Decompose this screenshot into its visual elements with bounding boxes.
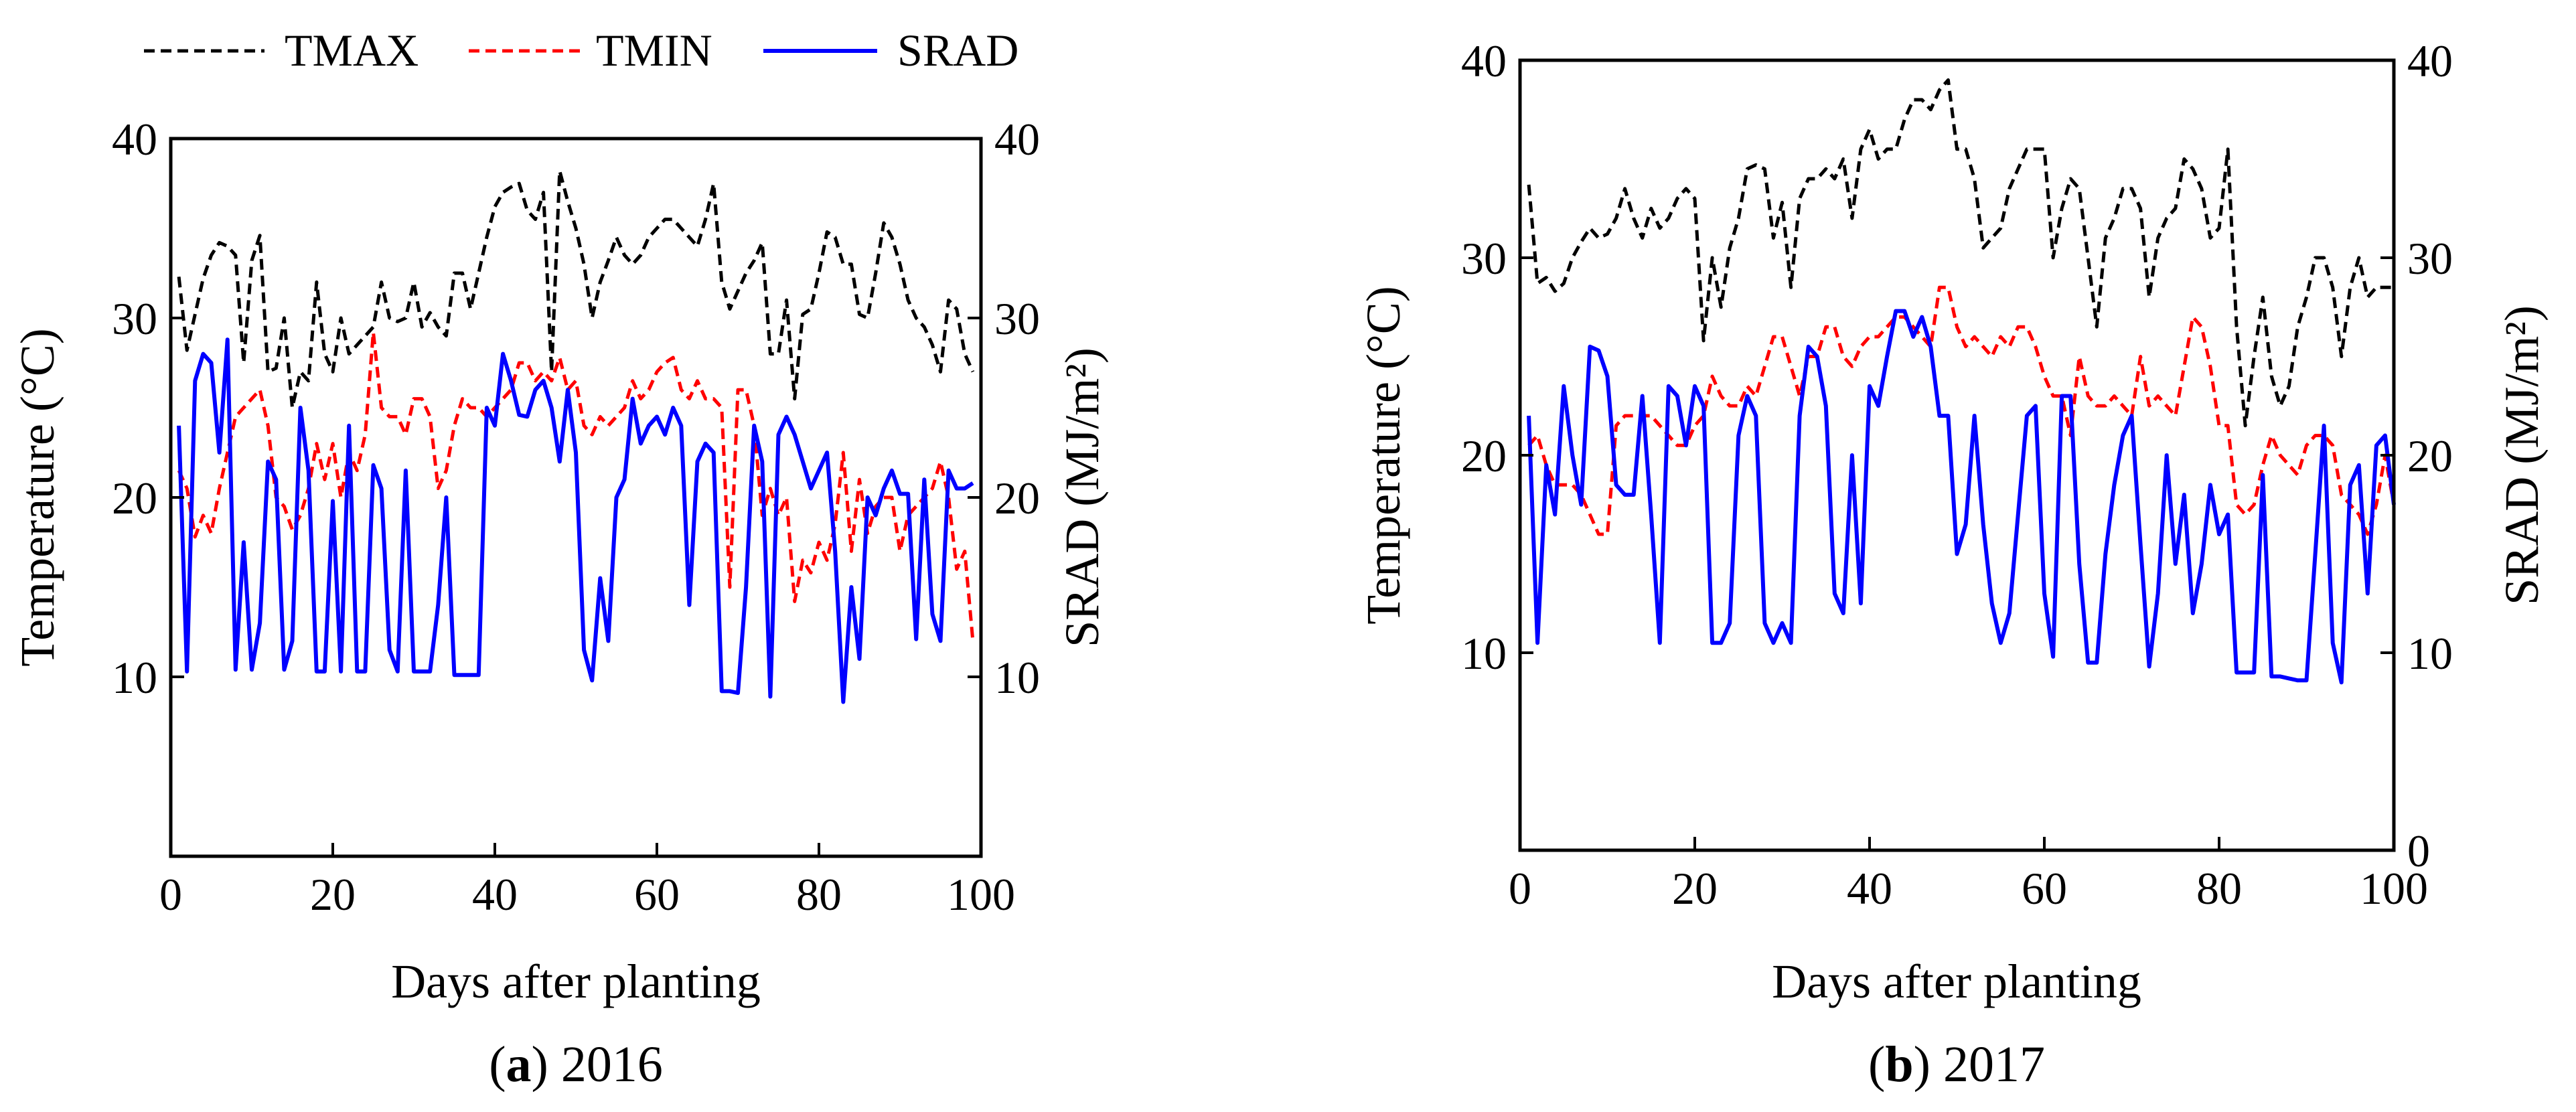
x-tick-label: 100 (947, 869, 1015, 920)
x-tick-label: 60 (634, 869, 680, 920)
series-tmin-line (177, 330, 975, 641)
x-tick-label: 20 (310, 869, 356, 920)
plot-frame (1518, 58, 2396, 852)
series-group (1527, 78, 2396, 685)
x-tick-label: 80 (796, 869, 842, 920)
panel-caption: (a) 2016 (489, 1036, 663, 1093)
y-tick-label: 30 (112, 293, 157, 344)
y-tick-label: 40 (112, 114, 157, 165)
y-right-tick-label: 10 (2407, 628, 2453, 679)
y-axis-label-right: SRAD (MJ/m²) (2495, 305, 2549, 605)
series-group (177, 169, 975, 704)
y-right-tick-label: 40 (994, 114, 1040, 165)
x-axis-label: Days after planting (1772, 955, 2141, 1008)
x-tick-label: 0 (1509, 863, 1531, 914)
y-tick-label: 40 (1461, 35, 1507, 86)
legend: TMAX TMIN SRAD (144, 25, 1018, 76)
legend-srad-label: SRAD (897, 25, 1018, 76)
x-tick-label: 100 (2360, 863, 2428, 914)
y-axis-label: Temperature (°C) (11, 328, 64, 667)
series-srad-line (1527, 309, 2396, 685)
y-right-tick-label: 30 (2407, 233, 2453, 284)
axis-ticks: 0 20 40 60 80 100 10 20 30 40 10 20 30 40 (112, 114, 1040, 920)
x-tick-label: 80 (2196, 863, 2242, 914)
series-tmax-line (1527, 78, 2394, 428)
x-axis-label: Days after planting (391, 955, 761, 1008)
x-tick-label: 40 (472, 869, 518, 920)
y-right-tick-label: 40 (2407, 35, 2453, 86)
y-tick-label: 10 (1461, 628, 1507, 679)
y-right-tick-label: 0 (2407, 825, 2430, 876)
y-axis-label: Temperature (°C) (1357, 286, 1410, 625)
y-tick-label: 30 (1461, 233, 1507, 284)
y-tick-label: 10 (112, 652, 157, 703)
series-tmin-line (1527, 285, 2396, 536)
series-srad-line (177, 337, 974, 704)
legend-tmax-label: TMAX (285, 25, 419, 76)
x-tick-label: 40 (1847, 863, 1892, 914)
x-tick-label: 0 (159, 869, 182, 920)
panel-2016: 0 20 40 60 80 100 10 20 30 40 10 20 30 40 Days after … (11, 114, 1109, 1093)
y-right-tick-label: 20 (994, 473, 1040, 524)
x-tick-label: 20 (1672, 863, 1718, 914)
y-tick-label: 20 (1461, 430, 1507, 481)
y-axis-label-right: SRAD (MJ/m²) (1055, 347, 1109, 647)
y-right-tick-label: 10 (994, 652, 1040, 703)
panel-caption: (b) 2017 (1868, 1036, 2045, 1093)
axis-ticks: 0 20 40 60 80 100 10 20 30 40 0 10 20 30 40 (1461, 35, 2453, 914)
panel-2017: 0 20 40 60 80 100 10 20 30 40 0 10 20 30 40 Days after… (1357, 35, 2549, 1093)
x-tick-label: 60 (2022, 863, 2067, 914)
y-tick-label: 20 (112, 473, 157, 524)
series-tmax-line (177, 169, 975, 410)
y-right-tick-label: 30 (994, 293, 1040, 344)
legend-tmin-label: TMIN (596, 25, 712, 76)
y-right-tick-label: 20 (2407, 430, 2453, 481)
